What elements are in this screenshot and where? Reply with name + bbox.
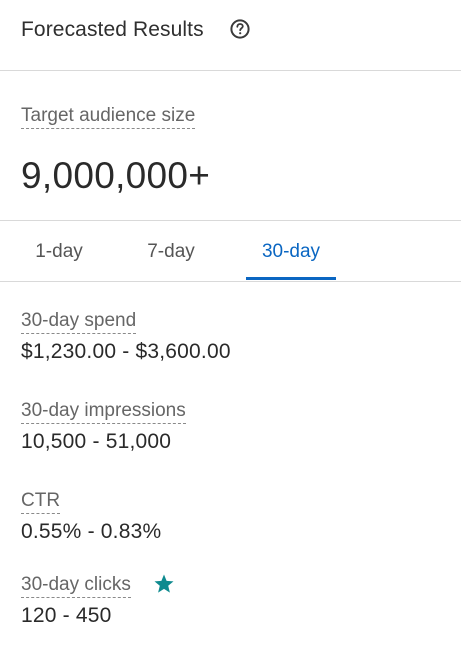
tab-30-day[interactable]: 30-day bbox=[261, 241, 321, 262]
active-tab-indicator bbox=[246, 277, 336, 280]
forecast-period-tabs: 1-day 7-day 30-day bbox=[0, 222, 461, 282]
panel-title: Forecasted Results bbox=[21, 18, 204, 41]
panel-header: Forecasted Results bbox=[0, 0, 461, 71]
audience-size-value: 9,000,000+ bbox=[21, 155, 211, 196]
metric-value: $1,230.00 - $3,600.00 bbox=[21, 339, 231, 363]
metric-label[interactable]: 30-day impressions bbox=[21, 400, 186, 424]
metric-value: 0.55% - 0.83% bbox=[21, 519, 162, 543]
metric-value: 10,500 - 51,000 bbox=[21, 429, 172, 453]
tab-1-day[interactable]: 1-day bbox=[35, 241, 83, 262]
metric-spend: 30-day spend $1,230.00 - $3,600.00 bbox=[21, 310, 231, 364]
metric-value: 120 - 450 bbox=[21, 603, 112, 627]
audience-size-label[interactable]: Target audience size bbox=[21, 105, 196, 129]
metric-label[interactable]: 30-day spend bbox=[21, 310, 137, 334]
question-circle-icon[interactable] bbox=[229, 18, 251, 40]
audience-section: Target audience size 9,000,000+ bbox=[0, 71, 461, 221]
metric-ctr: CTR 0.55% - 0.83% bbox=[21, 490, 161, 544]
tab-7-day[interactable]: 7-day bbox=[147, 241, 195, 262]
metric-clicks: 30-day clicks 120 - 450 bbox=[21, 574, 174, 628]
metric-label[interactable]: CTR bbox=[21, 490, 61, 514]
metric-label[interactable]: 30-day clicks bbox=[21, 574, 131, 598]
metric-impressions: 30-day impressions 10,500 - 51,000 bbox=[21, 400, 186, 454]
star-icon bbox=[154, 574, 174, 593]
